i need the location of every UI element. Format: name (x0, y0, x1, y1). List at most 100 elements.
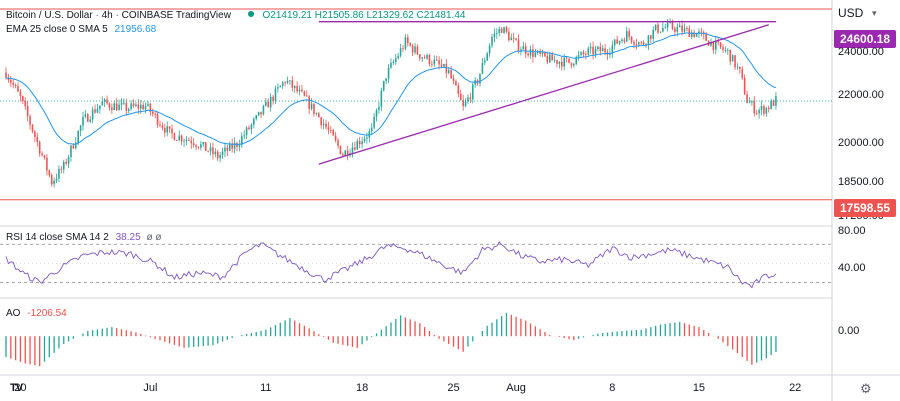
support-price-tag: 17598.55 (834, 199, 897, 217)
rsi-label: RSI 14 close SMA 14 2 (6, 232, 109, 243)
candle-body (522, 46, 525, 50)
candle-body (144, 105, 147, 110)
candle-body (226, 147, 229, 151)
ao-legend[interactable]: AO -1206.54 (6, 308, 67, 319)
candle-body (164, 128, 166, 133)
candle-body (272, 96, 274, 101)
candle-body (666, 22, 669, 28)
candle-body (534, 52, 537, 57)
ascending-support-trendline (318, 24, 769, 165)
candle-body (31, 124, 34, 132)
candle-body (469, 97, 472, 100)
candle-body (421, 57, 424, 59)
candle-body (623, 39, 626, 42)
candle-body (255, 115, 258, 119)
candle-body (433, 59, 436, 65)
candle-body (664, 27, 667, 29)
candle-body (592, 46, 594, 55)
candle-body (308, 96, 310, 109)
candle-body (55, 178, 58, 181)
ema-legend[interactable]: EMA 25 close 0 SMA 5 21956.68 (6, 24, 156, 35)
candle-body (479, 73, 481, 84)
candle-body (84, 114, 87, 117)
candle-body (385, 78, 387, 81)
symbol-name[interactable]: Bitcoin / U.S. Dollar (6, 10, 93, 21)
candle-body (130, 103, 132, 109)
candle-body (34, 131, 36, 137)
candle-body (139, 104, 142, 109)
candle-body (151, 111, 154, 114)
candle-body (12, 82, 15, 85)
candle-body (493, 33, 496, 37)
rsi-legend[interactable]: RSI 14 close SMA 14 2 38.25 ø ø (6, 232, 161, 243)
candle-body (96, 108, 99, 113)
candle-body (484, 60, 486, 63)
candle-body (113, 103, 116, 110)
candle-body (281, 82, 284, 86)
candle-body (755, 113, 758, 114)
candle-body (527, 53, 529, 56)
candle-body (233, 142, 236, 149)
candle-body (361, 141, 363, 145)
candle-body (657, 24, 659, 33)
time-tick: Aug (506, 382, 526, 394)
candle-body (589, 46, 592, 49)
candle-body (394, 58, 397, 63)
candle-body (240, 136, 243, 145)
candle-body (50, 175, 53, 185)
tradingview-logo[interactable]: TV (10, 382, 23, 394)
ao-tick: 0.00 (838, 325, 860, 337)
candle-body (207, 150, 209, 152)
candle-body (407, 37, 409, 44)
candle-body (366, 137, 368, 139)
candle-body (70, 145, 72, 158)
candle-body (416, 46, 419, 55)
candle-body (243, 135, 245, 137)
candle-body (87, 114, 89, 122)
candle-body (488, 45, 491, 54)
candle-body (700, 31, 703, 33)
currency-dropdown-icon[interactable]: ▾ (872, 8, 877, 18)
candle-body (669, 22, 671, 23)
candle-body (197, 146, 200, 148)
exchange: COINBASE (121, 10, 174, 21)
price-tick: 20000.00 (838, 137, 884, 149)
candle-body (159, 124, 161, 126)
candle-body (245, 127, 248, 136)
timeframe[interactable]: 4h (101, 10, 113, 21)
currency-label[interactable]: USD (838, 6, 864, 20)
candle-body (770, 100, 772, 110)
candle-body (363, 138, 366, 142)
candle-body (115, 103, 118, 111)
candle-body (678, 25, 681, 28)
candle-body (154, 113, 156, 115)
candle-body (553, 60, 556, 61)
candle-body (330, 129, 332, 131)
candle-body (741, 68, 744, 78)
candle-body (601, 48, 604, 52)
time-tick: 8 (609, 382, 616, 394)
candle-body (524, 46, 527, 54)
candle-body (512, 37, 515, 39)
candle-body (354, 147, 356, 150)
candle-body (727, 49, 729, 51)
candle-body (106, 99, 108, 104)
ema-line-layer (5, 32, 777, 145)
candle-body (303, 91, 306, 96)
candle-body (710, 42, 712, 46)
candle-body (43, 155, 46, 158)
candle-body (645, 44, 647, 45)
settings-gear-icon[interactable]: ⚙ (860, 381, 872, 396)
candle-body (36, 136, 39, 142)
time-tick: 20 (14, 382, 27, 394)
candle-body (358, 140, 361, 145)
candle-body (471, 84, 474, 100)
candle-body (17, 86, 19, 92)
candle-body (647, 35, 650, 45)
trendline-layer[interactable] (318, 21, 776, 165)
resistance-price-tag: 24600.18 (834, 30, 897, 48)
candle-body (611, 45, 614, 54)
